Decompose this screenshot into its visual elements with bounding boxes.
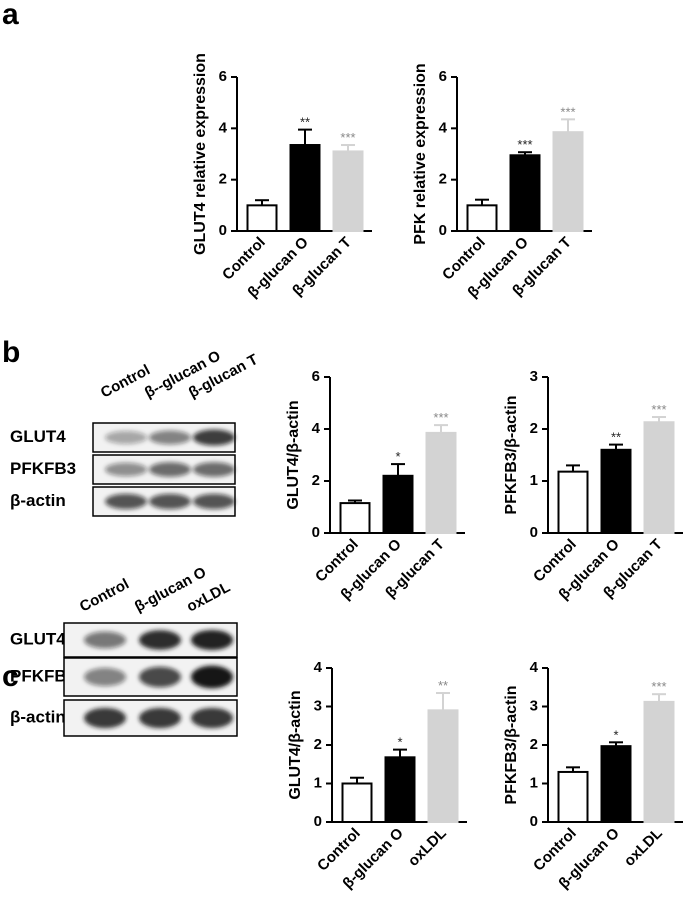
- bar: [557, 770, 589, 824]
- blot-band: [105, 493, 147, 510]
- bar: [425, 431, 457, 534]
- blot-column-label: Control: [98, 361, 153, 401]
- y-tick-label: 6: [312, 368, 320, 385]
- y-tick-label: 0: [312, 524, 320, 541]
- bar: [246, 204, 278, 232]
- significance-label: *: [397, 735, 402, 750]
- y-tick-label: 1: [530, 472, 538, 489]
- bar: [557, 470, 589, 535]
- blot-band: [149, 430, 191, 445]
- blot-band: [191, 707, 233, 729]
- bar: [643, 700, 675, 824]
- y-tick-label: 4: [530, 659, 539, 676]
- y-tick-label: 2: [530, 420, 538, 437]
- significance-label: ***: [651, 679, 666, 694]
- blot-row-label: GLUT4: [10, 427, 66, 446]
- significance-label: *: [395, 449, 400, 464]
- bar: [339, 502, 371, 535]
- bar: [466, 204, 498, 232]
- y-axis-label: PFKFB3/β-actin: [503, 685, 520, 804]
- blot-band: [193, 429, 235, 446]
- panel-label: c: [2, 660, 19, 693]
- blot-row-label: PFKFB3: [10, 459, 76, 478]
- blot-row-label: GLUT4: [10, 629, 66, 648]
- significance-label: **: [438, 678, 448, 693]
- y-tick-label: 2: [530, 736, 538, 753]
- blot-band: [193, 462, 235, 477]
- y-tick-label: 2: [439, 171, 447, 188]
- y-tick-label: 3: [530, 368, 538, 385]
- significance-label: ***: [651, 402, 666, 417]
- blot-band: [149, 462, 191, 477]
- blot-band: [193, 493, 235, 510]
- y-axis-label: GLUT4/β-actin: [287, 690, 304, 799]
- blot-band: [139, 630, 181, 650]
- blot-row-label: PFKFB3: [10, 666, 76, 685]
- bar: [600, 448, 632, 534]
- bar: [552, 131, 584, 232]
- blot-column-label: Control: [77, 575, 132, 615]
- blot-band: [84, 707, 126, 729]
- y-axis-label: PFK relative expression: [412, 63, 429, 244]
- blot-band: [105, 462, 147, 477]
- significance-label: ***: [433, 410, 448, 425]
- significance-label: ***: [517, 137, 532, 152]
- bar: [643, 421, 675, 534]
- blot-band: [139, 707, 181, 729]
- bar: [427, 709, 459, 823]
- blot-row-label: β-actin: [10, 491, 66, 510]
- bar: [600, 745, 632, 824]
- y-tick-label: 0: [439, 222, 447, 239]
- y-tick-label: 2: [312, 472, 320, 489]
- y-tick-label: 0: [530, 524, 538, 541]
- significance-label: **: [300, 115, 310, 130]
- bar: [332, 150, 364, 232]
- y-tick-label: 1: [530, 774, 538, 791]
- significance-label: ***: [340, 130, 355, 145]
- y-tick-label: 4: [314, 659, 323, 676]
- y-tick-label: 3: [530, 697, 538, 714]
- y-tick-label: 4: [219, 119, 228, 136]
- significance-label: **: [611, 430, 621, 445]
- y-tick-label: 1: [314, 774, 322, 791]
- blot-band: [191, 630, 233, 650]
- bar: [509, 154, 541, 233]
- significance-label: ***: [560, 104, 575, 119]
- bar: [341, 782, 373, 823]
- y-tick-label: 0: [314, 813, 322, 830]
- blot-band: [105, 431, 147, 444]
- panel-label: b: [2, 336, 20, 369]
- y-tick-label: 3: [314, 697, 322, 714]
- y-axis-label: GLUT4 relative expression: [192, 53, 209, 255]
- y-tick-label: 6: [439, 68, 447, 85]
- y-tick-label: 4: [312, 420, 321, 437]
- y-axis-label: PFKFB3/β-actin: [503, 395, 520, 514]
- panel-label: a: [2, 0, 19, 31]
- bar: [289, 144, 321, 232]
- y-tick-label: 0: [219, 222, 227, 239]
- y-tick-label: 0: [530, 813, 538, 830]
- blot-band: [84, 667, 126, 687]
- y-tick-label: 2: [219, 171, 227, 188]
- blot-band: [149, 493, 191, 510]
- blot-band: [139, 666, 181, 688]
- blot-band: [84, 631, 126, 649]
- y-tick-label: 2: [314, 736, 322, 753]
- bar: [382, 474, 414, 534]
- blot-row-label: β-actin: [10, 707, 66, 726]
- bar: [384, 756, 416, 824]
- significance-label: *: [613, 727, 618, 742]
- y-axis-label: GLUT4/β-actin: [285, 400, 302, 509]
- blot-band: [191, 665, 233, 689]
- y-tick-label: 4: [439, 119, 448, 136]
- y-tick-label: 6: [219, 68, 227, 85]
- x-tick-label: oxLDL: [621, 825, 666, 870]
- x-tick-label: oxLDL: [405, 825, 450, 870]
